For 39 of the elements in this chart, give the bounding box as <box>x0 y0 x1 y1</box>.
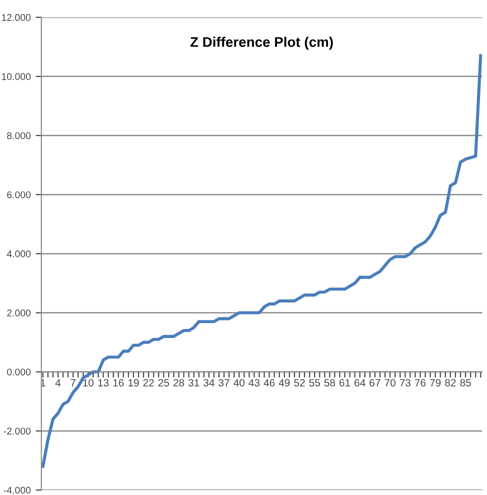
x-tick-label: 22 <box>143 379 154 386</box>
y-tick-label: 0.000 <box>7 368 31 376</box>
x-tick-label: 40 <box>234 379 245 386</box>
x-tick-label: 76 <box>414 379 426 386</box>
x-tick-label: 13 <box>98 379 109 386</box>
y-tick-label: 6.000 <box>7 191 31 198</box>
x-tick-label: 79 <box>430 379 441 386</box>
x-tick-label: 52 <box>294 379 305 386</box>
x-tick-label: 73 <box>400 379 410 386</box>
x-tick-label: 28 <box>173 379 184 386</box>
x-tick-label: 16 <box>113 379 124 386</box>
x-tick-label: 25 <box>158 379 170 386</box>
x-tick-label: 64 <box>354 379 366 386</box>
y-tick-label: 2.000 <box>7 310 31 316</box>
x-tick-label: 61 <box>340 379 350 386</box>
x-tick-label: 55 <box>309 379 320 386</box>
x-tick-label: 10 <box>83 379 94 386</box>
x-tick-label: 34 <box>204 379 214 386</box>
x-tick-label: 43 <box>248 379 260 386</box>
y-tick-label: 8.000 <box>7 132 31 140</box>
y-tick-label: 10.000 <box>2 73 31 80</box>
x-tick-label: 4 <box>55 379 61 386</box>
x-tick-label: 37 <box>218 379 230 386</box>
y-tick-label: 4.000 <box>6 250 31 258</box>
x-tick-label: 82 <box>445 379 456 386</box>
x-tick-label: 58 <box>324 379 336 386</box>
y-tick-label: 12.000 <box>2 14 31 21</box>
y-tick-label: -2.000 <box>4 428 31 435</box>
x-tick-label: 46 <box>264 379 275 386</box>
x-tick-label: 85 <box>460 379 471 386</box>
y-tick-label: -4.000 <box>4 486 31 494</box>
x-tick-label: 67 <box>370 379 380 386</box>
x-tick-label: 70 <box>384 379 396 386</box>
x-tick-label: 31 <box>188 379 200 386</box>
x-tick-label: 49 <box>278 379 290 386</box>
text: Z Difference Plot (cm) <box>190 36 333 50</box>
line-series <box>41 54 482 468</box>
x-tick-label: 19 <box>128 379 139 386</box>
x-tick-label: 7 <box>70 379 76 386</box>
